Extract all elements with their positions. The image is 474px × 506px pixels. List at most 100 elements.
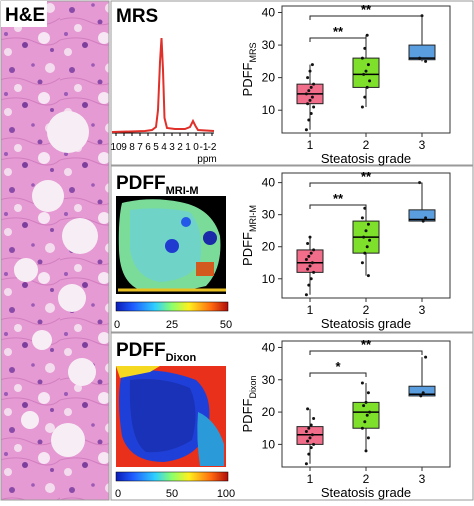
data-point — [360, 261, 364, 265]
panel-mri-m-border — [110, 165, 474, 333]
data-point — [366, 222, 370, 226]
dixon-colorbar-tick: 100 — [217, 488, 235, 500]
data-point — [304, 258, 308, 262]
y-tick-label: 10 — [262, 437, 276, 451]
mri-m-map — [116, 196, 226, 294]
significance-bracket — [309, 182, 423, 187]
data-point — [362, 235, 366, 239]
he-fat-vacuole — [51, 423, 85, 457]
data-point — [307, 89, 311, 93]
spectrum-tick-label: 5 — [153, 142, 159, 153]
data-point — [309, 423, 313, 427]
significance-label: ** — [361, 169, 372, 184]
x-tick-label: 3 — [419, 138, 426, 152]
spectrum-tick-label: 7 — [137, 142, 143, 153]
data-point — [307, 452, 311, 456]
data-point — [307, 118, 311, 122]
box-body — [296, 426, 324, 445]
data-point — [306, 102, 310, 106]
dixon-organ — [197, 412, 224, 466]
data-point — [312, 82, 316, 86]
data-point — [309, 277, 313, 281]
data-point — [364, 400, 368, 404]
pdff-mri-m-title: PDFFMRI-M — [116, 173, 199, 197]
data-point — [308, 69, 312, 73]
data-point — [304, 293, 308, 297]
y-tick-label: 10 — [262, 103, 276, 117]
mri-m-colorbar — [115, 301, 229, 312]
data-point — [312, 248, 316, 252]
spectrum-unit-label: ppm — [197, 154, 216, 165]
spectrum-tick-label: 1 — [185, 142, 191, 153]
data-point — [363, 251, 367, 255]
mri-m-colorbar-tick: 25 — [166, 319, 178, 331]
y-tick-label: 20 — [262, 71, 276, 85]
significance-bracket — [309, 37, 367, 42]
data-point — [421, 391, 425, 395]
data-point — [364, 69, 368, 73]
spectrum-tick-label: -2 — [208, 142, 217, 153]
data-point — [308, 264, 312, 268]
significance-label: ** — [333, 24, 344, 39]
data-point — [363, 46, 367, 50]
data-point — [366, 274, 370, 278]
spectrum-tick-label: 0 — [193, 142, 199, 153]
data-point — [312, 442, 316, 446]
data-point — [368, 79, 372, 83]
x-tick-label: 2 — [363, 303, 370, 317]
dixon-colorbar-tick: 0 — [115, 488, 121, 500]
he-fat-vacuole — [21, 411, 39, 429]
y-axis-label: PDFFDixon — [240, 376, 258, 433]
data-point — [365, 33, 369, 37]
data-point — [306, 76, 310, 80]
significance-bracket — [309, 204, 367, 209]
data-point — [424, 59, 428, 63]
data-point — [360, 56, 364, 60]
y-tick-label: 20 — [262, 240, 276, 254]
box-body — [352, 401, 380, 429]
data-point — [312, 105, 316, 109]
x-axis-label: Steatosis grade — [321, 316, 411, 331]
data-point — [306, 267, 310, 271]
data-point — [365, 413, 369, 417]
pdff-dixon-title: PDFFDixon — [116, 340, 196, 364]
data-point — [365, 85, 369, 89]
he-fat-vacuole — [14, 258, 38, 282]
significance-label: ** — [361, 337, 372, 352]
box-body — [352, 57, 380, 88]
data-point — [307, 283, 311, 287]
significance-bracket — [309, 350, 423, 355]
he-histology-image — [0, 0, 110, 501]
he-fat-vacuole — [62, 218, 98, 254]
data-point — [419, 394, 423, 398]
mrs-title: MRS — [116, 6, 158, 27]
spectrum-tick-label: 2 — [177, 142, 183, 153]
data-point — [310, 63, 314, 67]
data-point — [309, 85, 313, 89]
spectrum-tick-label: 3 — [169, 142, 175, 153]
significance-label: * — [335, 359, 341, 374]
data-point — [424, 216, 428, 220]
boxplot-mri-m: 10 20 30 40 1 2 3 Steatosis grade PDFFMRI-M ** ** — [240, 169, 451, 331]
data-point — [308, 235, 312, 239]
y-tick-label: 40 — [262, 176, 276, 190]
y-tick-label: 40 — [262, 340, 276, 354]
data-point — [304, 429, 308, 433]
panel-mrs-border — [110, 0, 474, 166]
mri-m-colorbar-tick: 50 — [220, 319, 232, 331]
he-label: H&E — [5, 5, 45, 26]
mrs-spectrum: 10 9 8 7 6 5 4 3 2 1 0 -1 -2 ppm — [110, 37, 217, 165]
data-point — [304, 92, 308, 96]
significance-bracket — [309, 372, 367, 377]
spectrum-tick-label: 10 — [110, 142, 122, 153]
data-point — [308, 98, 312, 102]
data-point — [363, 420, 367, 424]
data-point — [307, 426, 311, 430]
mri-m-vessel — [165, 239, 179, 253]
dixon-map — [116, 366, 226, 467]
data-point — [307, 254, 311, 258]
x-tick-label: 3 — [419, 303, 426, 317]
